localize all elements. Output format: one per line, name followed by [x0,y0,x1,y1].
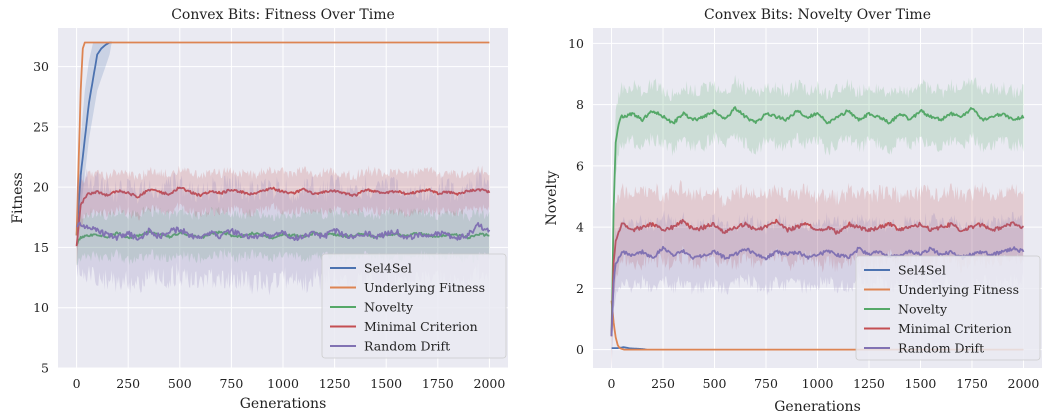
series-line-4 [76,221,491,242]
y-tick-label: 30 [33,59,49,74]
chart-0: 0 250 500 750 1000 1250 1500 1750 2000 5 10 15 20 25 3… [10,7,508,412]
x-tick-label: 500 [703,376,727,391]
x-tick-label: 1500 [370,376,402,391]
y-tick-label: 10 [568,36,584,51]
x-axis-label: Generations [240,396,327,412]
chart-title: Convex Bits: Novelty Over Time [704,7,931,23]
legend-label: Sel4Sel [898,263,946,278]
legend-label: Underlying Fitness [364,280,485,295]
legend-label: Underlying Fitness [898,282,1019,297]
plot-area [610,74,1025,368]
y-tick-label: 5 [41,361,49,376]
y-axis-label: Novelty [544,170,560,225]
legend-label: Novelty [364,300,414,315]
legend-label: Minimal Criterion [898,321,1012,336]
legend-box [321,253,507,359]
series-line-0 [75,41,112,236]
y-tick-label: 2 [576,281,584,296]
chart-title: Convex Bits: Fitness Over Time [171,7,395,23]
x-tick-label: 1250 [853,376,885,391]
x-tick-label: 1500 [905,376,937,391]
y-tick-label: 0 [576,342,584,357]
series-band-0 [76,42,112,248]
x-tick-label: 250 [651,376,675,391]
series-band-2 [76,205,490,266]
series-line-3 [75,186,491,247]
legend-label: Novelty [898,302,948,317]
y-tick-label: 10 [33,300,49,315]
series-line-2 [610,106,1025,336]
y-axis-label: Fitness [10,172,26,224]
legend: Sel4Sel Underlying Fitness Novelty Minimal … [321,253,507,359]
x-tick-label: 2000 [474,376,506,391]
y-tick-label: 4 [576,220,584,235]
x-tick-label: 1000 [267,376,299,391]
legend: Sel4Sel Underlying Fitness Novelty Minimal … [855,255,1041,361]
y-tick-label: 25 [33,119,49,134]
y-tick-label: 20 [33,180,49,195]
legend-label: Sel4Sel [364,261,412,276]
x-tick-label: 1000 [802,376,834,391]
x-tick-label: 500 [168,376,192,391]
x-tick-label: 0 [608,376,616,391]
legend-label: Random Drift [898,341,984,356]
series-line-3 [610,218,1025,337]
legend-label: Random Drift [364,339,450,354]
x-tick-label: 2000 [1008,376,1040,391]
x-tick-label: 750 [219,376,243,391]
x-tick-label: 0 [73,376,81,391]
x-tick-label: 1750 [956,376,988,391]
x-axis-label: Generations [774,399,861,415]
series-band-3 [76,165,490,268]
chart-1: 0 250 500 750 1000 1250 1500 1750 2000 0 2 4 6 8 10 Con… [544,7,1042,415]
y-tick-label: 15 [33,240,49,255]
legend-label: Minimal Criterion [364,319,478,334]
series-line-4 [610,245,1025,337]
y-tick-label: 8 [576,97,584,112]
x-tick-label: 1250 [319,376,351,391]
y-tick-label: 6 [576,158,584,173]
x-tick-label: 750 [754,376,778,391]
series-band-2 [611,74,1024,357]
x-tick-label: 1750 [422,376,454,391]
x-tick-label: 250 [116,376,140,391]
legend-box [855,255,1041,361]
series-line-1 [75,41,490,236]
